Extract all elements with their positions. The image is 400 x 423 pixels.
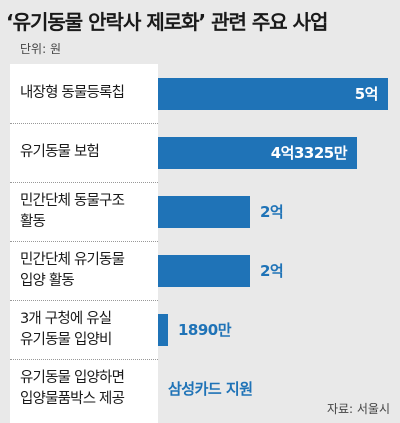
row-separator <box>10 241 158 242</box>
category-label: 내장형 동물등록칩 <box>20 64 158 123</box>
category-label-line: 입양 활동 <box>20 272 75 289</box>
bar <box>158 313 168 346</box>
row-separator <box>10 300 158 301</box>
data-label: 5억 <box>354 85 379 103</box>
category-label-line: 유기동물 보험 <box>20 144 100 160</box>
category-label-line: 내장형 동물등록칩 <box>20 85 125 101</box>
category-label-line: 유기동물 입양비 <box>20 331 112 348</box>
data-label: 1890만 <box>178 321 232 339</box>
data-label: 4억3325만 <box>270 144 348 162</box>
category-label: 유기동물 보험 <box>20 123 158 182</box>
bar <box>158 195 250 228</box>
row-separator <box>10 123 158 124</box>
source-label: 자료: 서울시 <box>326 402 390 416</box>
category-label-line: 3개 구청에 유실 <box>20 310 112 327</box>
data-label: 2억 <box>260 262 284 280</box>
bar <box>158 77 388 110</box>
bar <box>158 254 250 287</box>
unit-label: 단위: 원 <box>20 42 61 56</box>
category-label-line: 유기동물 입양하면 <box>20 369 125 386</box>
category-label-line: 민간단체 유기동물 <box>20 251 125 268</box>
bar <box>158 136 357 169</box>
category-label-line: 입양물품박스 제공 <box>20 390 125 407</box>
category-label-line: 활동 <box>20 213 46 230</box>
chart-title: ‘유기동물 안락사 제로화’ 관련 주요 사업 <box>6 10 328 34</box>
row-separator <box>10 182 158 183</box>
category-label-line: 민간단체 동물구조 <box>20 192 125 209</box>
data-label: 2억 <box>260 203 284 221</box>
row-separator <box>10 359 158 360</box>
data-label: 삼성카드 지원 <box>168 380 253 398</box>
